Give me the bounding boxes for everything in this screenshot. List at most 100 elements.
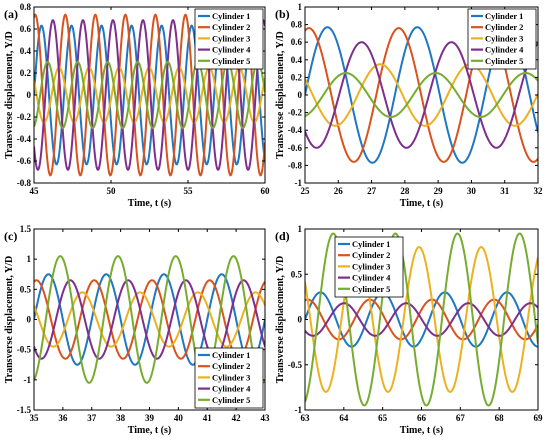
x-axis-label: Time, t (s) <box>128 198 171 209</box>
legend-entry-label: Cylinder 2 <box>212 22 250 32</box>
y-axis-label: Transverse displacement, Y/D <box>275 31 286 159</box>
legend-entry-label: Cylinder 4 <box>352 273 391 283</box>
x-tick-label: 69 <box>534 413 544 423</box>
y-axis-label: Transverse displacement, Y/D <box>4 256 15 384</box>
x-tick-label: 50 <box>107 186 117 196</box>
y-tick-label: -0.6 <box>17 156 32 166</box>
legend-entry-label: Cylinder 4 <box>212 45 251 55</box>
y-tick-label: -0.2 <box>288 108 303 118</box>
y-tick-label: -0.4 <box>288 125 303 135</box>
x-tick-label: 27 <box>367 186 377 196</box>
y-tick-label: 0.6 <box>291 37 303 47</box>
y-tick-label: 1 <box>298 2 303 12</box>
series-line-cylinder-5 <box>305 71 538 119</box>
panel-label: (a) <box>4 7 18 21</box>
panel-label: (d) <box>275 229 290 243</box>
x-axis-label: Time, t (s) <box>400 198 443 209</box>
y-tick-label: 0 <box>27 315 32 325</box>
legend-entry-label: Cylinder 3 <box>212 33 250 43</box>
x-tick-label: 40 <box>174 413 184 423</box>
series-line-cylinder-4 <box>305 302 538 337</box>
x-tick-label: 67 <box>456 413 466 423</box>
y-tick-label: 0 <box>27 90 32 100</box>
x-tick-label: 68 <box>495 413 505 423</box>
panel-label: (b) <box>275 7 290 21</box>
legend-entry-label: Cylinder 2 <box>485 22 523 32</box>
legend-entry-label: Cylinder 5 <box>212 56 250 66</box>
legend-entry-label: Cylinder 5 <box>485 56 523 66</box>
x-tick-label: 37 <box>87 413 97 423</box>
legend-entry-label: Cylinder 4 <box>212 384 251 394</box>
y-axis-label: Transverse displacement, Y/D <box>275 256 286 384</box>
x-tick-label: 32 <box>534 186 544 196</box>
series-line-cylinder-4 <box>34 279 265 360</box>
x-tick-label: 65 <box>378 413 388 423</box>
series-group <box>305 232 538 407</box>
y-tick-label: 0 <box>298 315 303 325</box>
y-axis-label: Transverse displacement, Y/D <box>4 31 15 159</box>
y-tick-label: 0.5 <box>20 284 32 294</box>
y-tick-label: -1 <box>295 405 303 415</box>
legend-box <box>194 347 264 409</box>
y-tick-label: -0.8 <box>17 178 32 188</box>
legend-entry-label: Cylinder 1 <box>212 11 250 21</box>
y-tick-label: 0.8 <box>20 2 32 12</box>
y-tick-label: -0.5 <box>288 360 303 370</box>
y-tick-label: 0.4 <box>291 55 303 65</box>
legend-entry-label: Cylinder 1 <box>352 239 390 249</box>
y-tick-label: 1 <box>298 224 303 234</box>
chart-panel-2: 25 26 27 28 29 30 31 32 -1 -0.8 -0.6 -0.4 -0.2 0 0.2 0.… <box>275 2 543 209</box>
legend-entry-label: Cylinder 1 <box>212 350 250 360</box>
y-tick-label: 0.8 <box>291 20 303 30</box>
x-tick-label: 64 <box>339 413 349 423</box>
x-tick-label: 41 <box>203 413 213 423</box>
x-tick-label: 30 <box>467 186 477 196</box>
legend-entry-label: Cylinder 2 <box>212 361 250 371</box>
x-tick-label: 26 <box>334 186 344 196</box>
y-tick-label: 0 <box>298 90 303 100</box>
series-group <box>34 255 265 384</box>
series-line-cylinder-1 <box>34 273 265 366</box>
legend-entry-label: Cylinder 3 <box>352 261 390 271</box>
x-tick-label: 25 <box>301 186 311 196</box>
y-tick-label: 0.2 <box>291 72 303 82</box>
y-tick-label: 0.2 <box>20 68 32 78</box>
series-line-cylinder-3 <box>305 63 538 127</box>
series-line-cylinder-1 <box>305 291 538 348</box>
x-tick-label: 36 <box>58 413 68 423</box>
legend-entry-label: Cylinder 5 <box>212 395 250 405</box>
legend-entry-label: Cylinder 2 <box>352 250 390 260</box>
legend-entry-label: Cylinder 5 <box>352 284 390 294</box>
y-tick-label: -0.4 <box>17 134 32 144</box>
y-tick-label: 0.4 <box>20 46 32 56</box>
series-line-cylinder-2 <box>305 298 538 341</box>
x-tick-label: 42 <box>232 413 242 423</box>
x-tick-label: 60 <box>261 186 271 196</box>
x-tick-label: 66 <box>417 413 427 423</box>
x-tick-label: 29 <box>434 186 444 196</box>
legend-entry-label: Cylinder 1 <box>485 11 523 21</box>
y-tick-label: -0.8 <box>288 160 303 170</box>
y-tick-label: 1.5 <box>20 224 32 234</box>
series-line-cylinder-3 <box>305 246 538 393</box>
series-line-cylinder-5 <box>34 255 265 384</box>
y-tick-label: 0.6 <box>20 24 32 34</box>
y-tick-label: -0.6 <box>288 143 303 153</box>
x-tick-label: 63 <box>301 413 311 423</box>
x-tick-label: 43 <box>261 413 271 423</box>
y-tick-label: -1 <box>24 375 32 385</box>
x-tick-label: 38 <box>116 413 126 423</box>
y-tick-label: -1 <box>295 178 303 188</box>
chart-panel-4: 63 64 65 66 67 68 69 -1 -0.5 0 0.5 1 Time, t (s) Tran… <box>275 224 543 436</box>
y-tick-label: 1 <box>27 254 32 264</box>
y-tick-label: 0.5 <box>291 269 303 279</box>
y-tick-label: -0.5 <box>17 345 32 355</box>
x-axis-label: Time, t (s) <box>128 425 171 436</box>
x-tick-label: 55 <box>184 186 194 196</box>
x-tick-label: 28 <box>400 186 410 196</box>
series-line-cylinder-4 <box>305 41 538 149</box>
